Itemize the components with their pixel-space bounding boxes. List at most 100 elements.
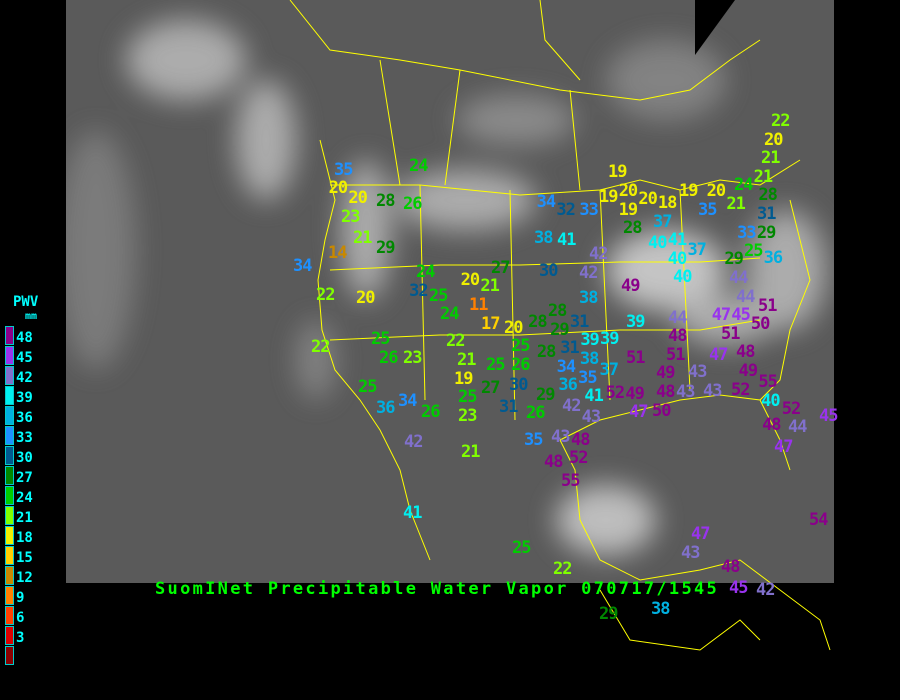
legend-label: 6 [16, 610, 25, 626]
legend-label: 3 [16, 630, 25, 646]
station-pwv-value: 31 [757, 203, 777, 224]
legend-label: 30 [16, 450, 33, 466]
station-pwv-value: 29 [550, 319, 570, 340]
legend-label: 33 [16, 430, 33, 446]
station-pwv-value: 21 [726, 193, 746, 214]
station-pwv-value: 29 [599, 603, 619, 624]
legend-label: 12 [16, 570, 33, 586]
legend-swatch [5, 366, 14, 385]
legend-label: 21 [16, 510, 33, 526]
station-pwv-value: 55 [561, 470, 581, 491]
station-pwv-value: 31 [560, 338, 580, 359]
station-pwv-value: 20 [618, 180, 639, 201]
station-pwv-value: 52 [605, 382, 626, 403]
station-pwv-value: 18 [657, 193, 678, 214]
station-pwv-value: 34 [398, 390, 418, 411]
station-pwv-value: 50 [652, 400, 672, 421]
station-pwv-value: 30 [509, 374, 529, 395]
station-pwv-value: 45 [729, 577, 749, 598]
station-pwv-value: 26 [511, 354, 531, 375]
station-pwv-value: 40 [673, 267, 693, 288]
station-pwv-value: 25 [511, 336, 531, 357]
station-pwv-value: 31 [569, 311, 590, 332]
station-pwv-value: 32 [556, 199, 576, 220]
station-pwv-value: 21 [461, 441, 481, 462]
station-pwv-value: 41 [584, 386, 604, 407]
legend-label: 15 [16, 550, 33, 566]
station-pwv-value: 29 [536, 384, 556, 405]
station-pwv-value: 36 [376, 397, 396, 418]
station-pwv-value: 19 [454, 368, 474, 389]
station-pwv-value: 33 [579, 199, 599, 220]
station-pwv-value: 21 [753, 166, 774, 187]
station-pwv-value: 40 [761, 390, 781, 411]
station-pwv-value: 34 [556, 356, 577, 377]
station-pwv-value: 30 [539, 260, 559, 281]
station-pwv-value: 48 [668, 326, 688, 347]
station-pwv-value: 39 [600, 328, 620, 349]
station-pwv-value: 20 [638, 188, 658, 209]
station-pwv-value: 49 [621, 275, 641, 296]
station-pwv-value: 51 [626, 347, 646, 368]
station-pwv-value: 35 [334, 159, 354, 180]
station-pwv-value: 48 [571, 429, 591, 450]
station-pwv-value: 48 [656, 381, 676, 402]
legend-label: 18 [16, 530, 33, 546]
station-pwv-value: 23 [403, 347, 423, 368]
station-pwv-value: 32 [409, 280, 429, 301]
legend-label: 45 [16, 350, 33, 366]
station-pwv-value: 47 [691, 524, 711, 545]
station-pwv-value: 48 [736, 342, 756, 363]
legend-color-bar [5, 325, 14, 665]
station-pwv-value: 49 [625, 383, 645, 404]
station-pwv-value: 24 [440, 304, 460, 325]
station-pwv-value: 49 [738, 361, 759, 382]
station-pwv-value: 28 [623, 218, 643, 239]
station-pwv-value: 47 [709, 344, 729, 365]
station-pwv-value: 22 [446, 331, 466, 352]
legend-swatch [5, 326, 14, 345]
station-pwv-value: 34 [536, 191, 557, 212]
station-pwv-value: 48 [762, 414, 782, 435]
station-pwv-value: 51 [721, 323, 741, 344]
station-pwv-value: 47 [629, 402, 649, 423]
legend-swatch [5, 506, 14, 525]
station-pwv-value: 52 [781, 398, 802, 419]
station-pwv-value: 35 [524, 429, 544, 450]
station-pwv-value: 22 [311, 336, 331, 357]
station-pwv-value: 40 [667, 248, 688, 269]
station-pwv-value: 42 [756, 579, 776, 600]
legend-label: 48 [16, 330, 33, 346]
legend-label: 9 [16, 590, 25, 606]
legend-swatch [5, 586, 14, 605]
station-pwv-value: 19 [679, 181, 699, 202]
station-pwv-value: 26 [421, 401, 441, 422]
station-pwv-value: 39 [626, 311, 646, 332]
station-pwv-value: 23 [341, 206, 361, 227]
station-pwv-value: 28 [536, 341, 557, 362]
station-pwv-value: 52 [731, 379, 751, 400]
satellite-image [66, 0, 834, 583]
station-pwv-value: 42 [404, 431, 424, 452]
station-pwv-value: 35 [578, 367, 598, 388]
legend-swatch [5, 346, 14, 365]
station-pwv-value: 42 [579, 262, 599, 283]
station-pwv-value: 44 [668, 307, 688, 328]
station-pwv-value: 48 [721, 556, 741, 577]
legend-label: 36 [16, 410, 33, 426]
legend-swatch [5, 646, 14, 665]
station-pwv-value: 54 [809, 509, 829, 530]
station-pwv-value: 28 [528, 311, 548, 332]
station-pwv-value: 19 [618, 199, 639, 220]
legend-label: 39 [16, 390, 33, 406]
station-pwv-value: 47 [774, 436, 794, 457]
station-pwv-value: 11 [469, 294, 489, 315]
station-pwv-value: 25 [358, 376, 378, 397]
legend-swatch [5, 486, 14, 505]
station-pwv-value: 20 [460, 269, 481, 290]
station-pwv-value: 47 [711, 305, 732, 326]
station-pwv-value: 44 [788, 417, 808, 438]
station-pwv-value: 20 [504, 317, 524, 338]
station-pwv-value: 25 [486, 354, 506, 375]
